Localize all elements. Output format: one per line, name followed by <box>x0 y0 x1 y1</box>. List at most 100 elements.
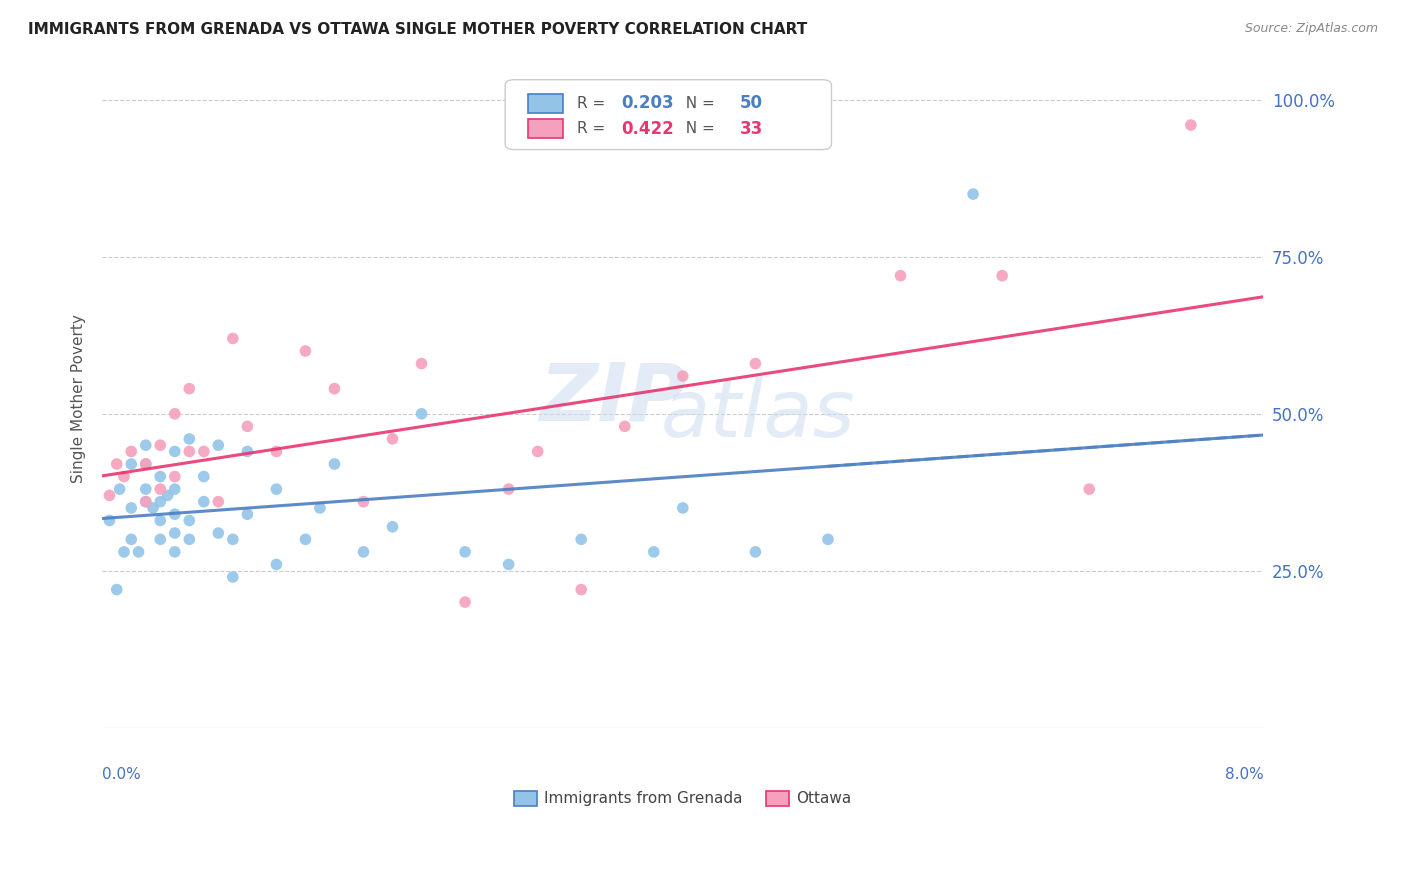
Point <box>266 482 288 496</box>
Point <box>266 558 288 572</box>
Point <box>323 457 346 471</box>
Point <box>294 533 316 547</box>
Text: ZIP: ZIP <box>540 359 688 437</box>
Text: 0.203: 0.203 <box>621 95 673 112</box>
Point <box>193 469 215 483</box>
Point <box>1078 482 1101 496</box>
Point <box>569 582 592 597</box>
Point <box>353 545 375 559</box>
Point <box>179 533 201 547</box>
Text: 0.0%: 0.0% <box>103 767 141 782</box>
Text: N =: N = <box>676 96 720 111</box>
Point <box>135 494 157 508</box>
Point <box>149 438 172 452</box>
Point <box>149 533 172 547</box>
Point <box>149 482 172 496</box>
Point <box>890 268 912 283</box>
Point <box>149 494 172 508</box>
Text: 8.0%: 8.0% <box>1225 767 1264 782</box>
Point <box>498 558 520 572</box>
Point <box>156 488 179 502</box>
Point <box>309 500 332 515</box>
Point <box>193 444 215 458</box>
Point <box>207 526 229 541</box>
Point <box>236 419 259 434</box>
Point <box>120 444 142 458</box>
Legend: Immigrants from Grenada, Ottawa: Immigrants from Grenada, Ottawa <box>508 785 858 813</box>
Point <box>381 520 404 534</box>
Point <box>112 469 135 483</box>
Point <box>1180 118 1202 132</box>
Point <box>163 526 186 541</box>
Point <box>163 482 186 496</box>
Point <box>454 595 477 609</box>
Point <box>323 382 346 396</box>
Bar <box>529 120 564 137</box>
Point <box>266 444 288 458</box>
Point <box>149 469 172 483</box>
Point <box>135 457 157 471</box>
Point <box>962 187 984 202</box>
Point <box>294 344 316 359</box>
Point <box>744 545 766 559</box>
Point <box>163 407 186 421</box>
Point <box>236 444 259 458</box>
Point <box>411 407 433 421</box>
Point <box>163 469 186 483</box>
Bar <box>529 95 564 112</box>
Point <box>98 514 121 528</box>
Text: N =: N = <box>676 121 720 136</box>
Point <box>411 357 433 371</box>
Text: IMMIGRANTS FROM GRENADA VS OTTAWA SINGLE MOTHER POVERTY CORRELATION CHART: IMMIGRANTS FROM GRENADA VS OTTAWA SINGLE… <box>28 22 807 37</box>
Text: Source: ZipAtlas.com: Source: ZipAtlas.com <box>1244 22 1378 36</box>
Point <box>236 507 259 521</box>
Point <box>142 500 165 515</box>
Point <box>222 533 245 547</box>
Point <box>744 357 766 371</box>
Point <box>98 488 121 502</box>
Text: R =: R = <box>576 121 610 136</box>
Point <box>108 482 131 496</box>
Point <box>105 582 128 597</box>
Y-axis label: Single Mother Poverty: Single Mother Poverty <box>72 314 86 483</box>
Point <box>120 500 142 515</box>
Point <box>381 432 404 446</box>
Point <box>179 444 201 458</box>
Point <box>179 432 201 446</box>
Point <box>222 331 245 345</box>
Point <box>672 500 695 515</box>
Text: atlas: atlas <box>661 376 856 453</box>
Point <box>991 268 1014 283</box>
Point <box>817 533 839 547</box>
Point <box>222 570 245 584</box>
Point <box>179 382 201 396</box>
Point <box>120 533 142 547</box>
Point <box>613 419 636 434</box>
Point <box>207 438 229 452</box>
Point <box>163 545 186 559</box>
Text: 50: 50 <box>740 95 762 112</box>
Point <box>526 444 548 458</box>
Point <box>128 545 150 559</box>
Point <box>179 514 201 528</box>
Text: 33: 33 <box>740 120 763 137</box>
Point <box>135 438 157 452</box>
Point <box>112 545 135 559</box>
Point <box>163 444 186 458</box>
Point <box>120 457 142 471</box>
Point <box>193 494 215 508</box>
Point <box>643 545 665 559</box>
Point <box>163 507 186 521</box>
Text: R =: R = <box>576 96 610 111</box>
Point <box>135 457 157 471</box>
Point <box>105 457 128 471</box>
Point <box>569 533 592 547</box>
Text: 0.422: 0.422 <box>621 120 673 137</box>
Point <box>672 369 695 384</box>
Point <box>135 494 157 508</box>
Point <box>454 545 477 559</box>
Point <box>149 514 172 528</box>
Point <box>498 482 520 496</box>
FancyBboxPatch shape <box>505 79 831 150</box>
Point <box>353 494 375 508</box>
